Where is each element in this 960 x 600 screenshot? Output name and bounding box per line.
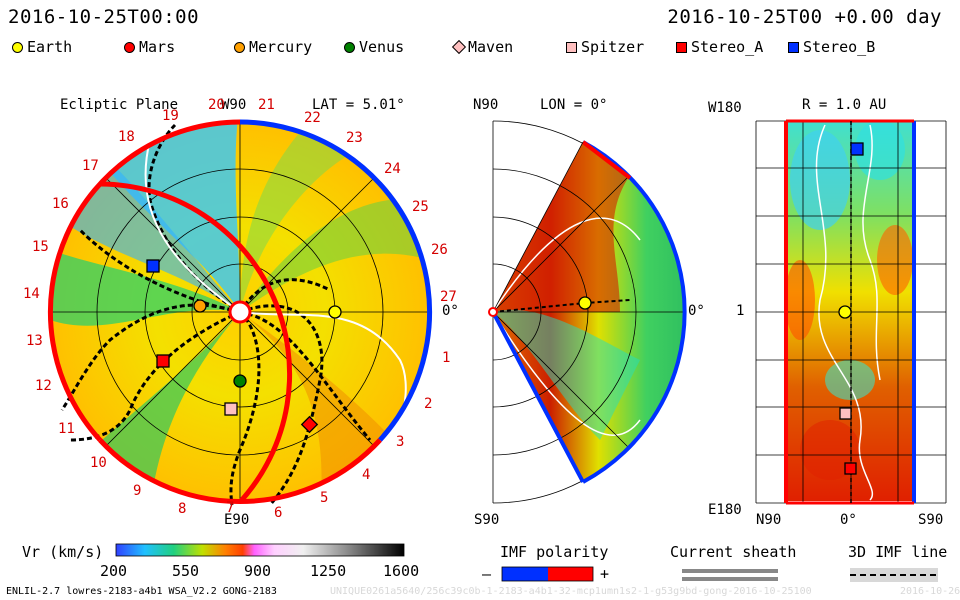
imf-3d-label: 3D IMF line	[848, 543, 948, 561]
ecliptic-top-label: W90	[221, 97, 247, 113]
sector-label-25: 25	[412, 199, 429, 215]
legend-spitzer: Spitzer	[566, 38, 644, 56]
ecliptic-mercury-marker	[193, 299, 207, 313]
map-x-right-label: S90	[918, 512, 944, 528]
sector-label-15: 15	[32, 239, 49, 255]
stereo-a-marker-icon	[676, 41, 687, 53]
earth-marker-icon	[12, 41, 23, 53]
sector-label-13: 13	[26, 333, 43, 349]
header-datetime: 2016-10-25T00:00	[8, 6, 200, 28]
colorbar-tick-1250: 1250	[310, 562, 347, 580]
imf-plus-label: +	[600, 565, 610, 583]
sector-label-27: 27	[440, 289, 457, 305]
sector-label-18: 18	[118, 129, 135, 145]
ecliptic-lat-label: LAT = 5.01°	[312, 97, 405, 113]
vr-colorbar	[115, 543, 405, 557]
ecliptic-earth-marker	[328, 305, 342, 319]
sector-label-6: 6	[274, 505, 283, 521]
map-y-top-label: W180	[708, 100, 742, 116]
mars-marker-icon	[124, 41, 135, 53]
sector-label-14: 14	[23, 286, 40, 302]
mercury-marker-icon	[234, 41, 245, 53]
map-earth-marker	[838, 305, 852, 319]
stereo-b-marker-icon	[788, 41, 799, 53]
sector-label-2: 2	[424, 396, 433, 412]
sector-label-23: 23	[346, 130, 363, 146]
ecliptic-plane-panel	[47, 119, 433, 506]
meridian-bottom-label: S90	[474, 512, 500, 528]
sector-label-20: 20	[208, 97, 225, 113]
legend-maven: Maven	[451, 38, 513, 56]
footer-run-id: UNIQUE0261a5640/256c39c0b-1-2183-a4b1-32…	[330, 586, 812, 597]
sector-label-4: 4	[362, 467, 371, 483]
colorbar-tick-900: 900	[244, 562, 272, 580]
sector-label-26: 26	[431, 242, 448, 258]
colorbar-tick-550: 550	[172, 562, 200, 580]
header-forecast-time: 2016-10-25T00 +0.00 day	[667, 6, 942, 28]
meridian-plane-panel	[488, 120, 687, 504]
map-y-bottom-label: E180	[708, 502, 742, 518]
sector-label-5: 5	[320, 490, 329, 506]
sector-label-3: 3	[396, 434, 405, 450]
legend-earth: Earth	[12, 38, 72, 56]
sector-label-8: 8	[178, 501, 187, 517]
ecliptic-bottom-label: E90	[224, 512, 250, 528]
imf-positive-swatch	[548, 567, 593, 581]
legend-stereo-a: Stereo_A	[676, 38, 763, 56]
legend-mercury: Mercury	[234, 38, 312, 56]
sector-label-16: 16	[52, 196, 69, 212]
map-x-left-label: N90	[756, 512, 782, 528]
meridian-title: LON = 0°	[540, 97, 608, 113]
imf-minus-label: –	[482, 565, 492, 583]
current-sheath-label: Current sheath	[670, 543, 797, 561]
ecliptic-right-label: 0°	[442, 303, 459, 319]
meridian-top-label: N90	[473, 97, 499, 113]
sector-label-21: 21	[258, 97, 275, 113]
sector-label-1: 1	[442, 350, 451, 366]
ecliptic-spitzer-marker	[224, 402, 238, 416]
legend-stereo-b: Stereo_B	[788, 38, 875, 56]
footer-date: 2016-10-26	[900, 586, 960, 597]
meridian-earth-marker	[578, 296, 592, 310]
sector-label-24: 24	[384, 161, 401, 177]
ecliptic-venus-marker	[233, 374, 247, 388]
colorbar-tick-200: 200	[100, 562, 128, 580]
colorbar-label: Vr (km/s)	[22, 543, 104, 561]
map-stereo-b-marker	[850, 142, 864, 156]
sector-label-11: 11	[58, 421, 75, 437]
ecliptic-stereo-b-marker	[146, 259, 160, 273]
legend-mars: Mars	[124, 38, 175, 56]
ecliptic-stereo-a-marker	[300, 415, 319, 434]
imf-polarity-label: IMF polarity	[500, 543, 609, 561]
spitzer-marker-icon	[566, 41, 577, 53]
sector-label-10: 10	[90, 455, 107, 471]
ecliptic-mars-marker	[156, 354, 170, 368]
sector-label-17: 17	[82, 158, 99, 174]
ecliptic-title: Ecliptic Plane	[60, 97, 179, 113]
lat-lon-map-panel	[755, 119, 947, 505]
meridian-right-label: 0°	[688, 303, 705, 319]
map-spitzer-marker	[839, 407, 852, 420]
sector-label-12: 12	[35, 378, 52, 394]
legend-venus: Venus	[344, 38, 404, 56]
footer-model-info: ENLIL-2.7 lowres-2183-a4b1 WSA_V2.2 GONG…	[6, 586, 277, 597]
sector-label-9: 9	[133, 483, 142, 499]
imf-negative-swatch	[502, 567, 548, 581]
sector-label-22: 22	[304, 110, 321, 126]
map-title: R = 1.0 AU	[802, 97, 887, 113]
sector-label-19: 19	[162, 108, 179, 124]
map-y-mid-label: 1	[736, 303, 745, 319]
sector-label-7: 7	[226, 500, 235, 516]
map-stereo-a-marker	[844, 462, 857, 475]
venus-marker-icon	[344, 41, 355, 53]
map-x-mid-label: 0°	[840, 512, 857, 528]
colorbar-tick-1600: 1600	[383, 562, 420, 580]
